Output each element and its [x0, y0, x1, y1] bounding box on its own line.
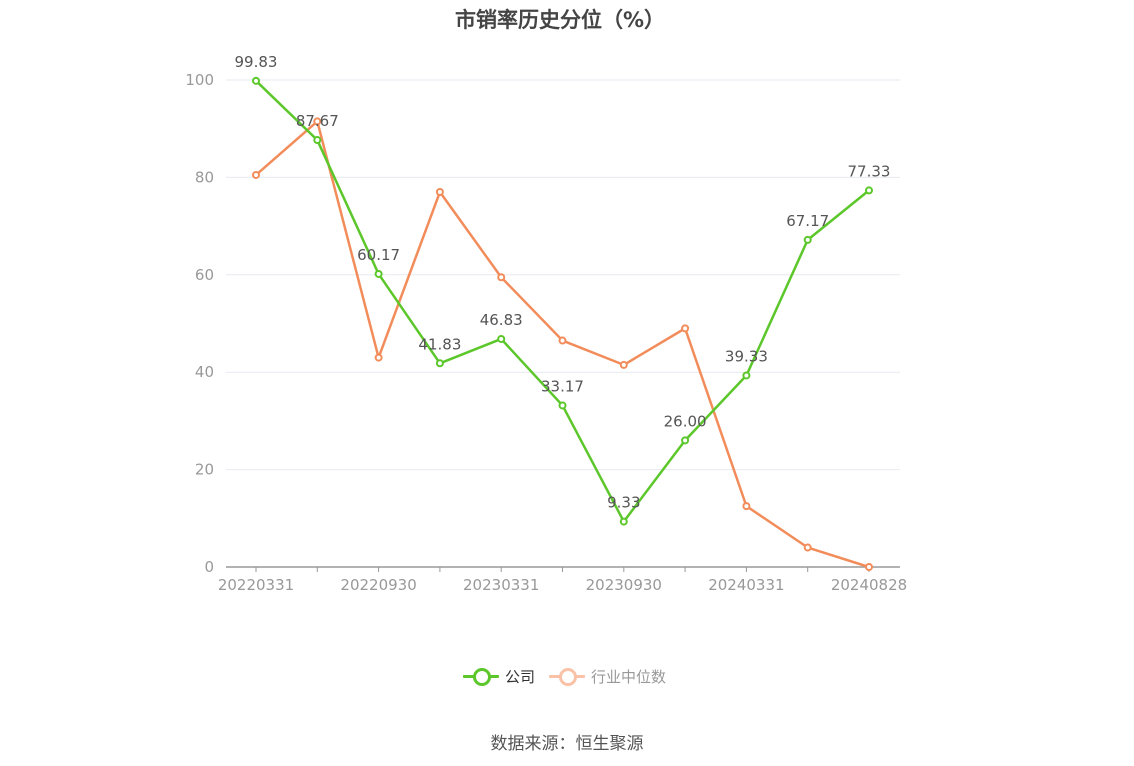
series-1-point-2: [374, 353, 383, 362]
series-0-point-5: [558, 401, 567, 410]
y-tick-label-20: 20: [195, 461, 214, 479]
data-label-2: 60.17: [357, 246, 400, 264]
series-1-point-7: [681, 324, 690, 333]
data-label-3: 41.83: [418, 335, 461, 353]
series-1-point-3: [435, 188, 444, 197]
data-label-4: 46.83: [480, 311, 523, 329]
legend-label-company: 公司: [505, 667, 536, 686]
data-labels: 99.83 87.67 60.17 41.83 46.83 33.17 9.33 26.00 3…: [235, 53, 891, 512]
legend-label-industry-median: 行业中位数: [591, 667, 667, 686]
data-label-9: 67.17: [786, 212, 829, 230]
y-tick-label-0: 0: [204, 558, 214, 576]
series-0-point-9: [803, 235, 812, 244]
series-1-point-10: [865, 563, 873, 571]
data-label-10: 77.33: [848, 162, 891, 180]
series-0-point-2: [374, 269, 383, 278]
series-1-point-5: [558, 336, 567, 345]
data-label-8: 39.33: [725, 347, 768, 365]
series-0-point-0: [252, 76, 260, 85]
x-tick-label-20240331: 20240331: [708, 576, 784, 594]
series-0-point-3: [435, 359, 444, 368]
x-tick-label-20240828: 20240828: [831, 576, 907, 594]
chart-title: 市销率历史分位（%）: [454, 8, 666, 32]
data-label-7: 26.00: [664, 412, 707, 430]
series-0-point-6: [619, 517, 628, 526]
legend-swatch-company-icon: [463, 666, 499, 686]
series-1-point-6: [619, 360, 628, 369]
x-tick-label-20220930: 20220930: [340, 576, 416, 594]
x-tick-label-20220331: 20220331: [218, 576, 294, 594]
series-1-point-0: [252, 170, 260, 179]
series-0-point-7: [681, 436, 690, 445]
y-tick-label-40: 40: [195, 363, 214, 381]
series-line-0: [255, 79, 870, 523]
data-label-1: 87.67: [296, 112, 339, 130]
data-label-6: 9.33: [607, 494, 640, 512]
series: [252, 76, 873, 571]
x-tick-label-20230331: 20230331: [463, 576, 539, 594]
series-0-point-8: [742, 371, 751, 380]
series-1-point-9: [803, 543, 812, 552]
series-0-point-10: [865, 186, 873, 195]
series-0-point-1: [313, 136, 322, 145]
legend-item-industry-median[interactable]: 行业中位数: [549, 666, 666, 687]
y-tick-label-60: 60: [195, 266, 214, 284]
x-tick-label-20230930: 20230930: [586, 576, 662, 594]
axes: 0 20 40 60 80 100 20220331 20220930 20230331 2023…: [185, 71, 907, 594]
series-1-point-4: [497, 273, 506, 282]
legend-swatch-industry-icon: [549, 666, 586, 686]
legend: 公司 行业中位数: [463, 664, 680, 688]
series-1-point-1: [313, 117, 322, 126]
series-0-point-4: [497, 334, 506, 343]
series-1-point-8: [742, 502, 751, 511]
data-label-5: 33.17: [541, 377, 584, 395]
source-note: 数据来源：恒生聚源: [490, 734, 644, 754]
y-tick-label-80: 80: [195, 168, 214, 186]
gridlines: [226, 79, 900, 471]
legend-item-company[interactable]: 公司: [463, 666, 535, 687]
y-tick-label-100: 100: [185, 71, 214, 89]
data-label-0: 99.83: [235, 53, 278, 71]
